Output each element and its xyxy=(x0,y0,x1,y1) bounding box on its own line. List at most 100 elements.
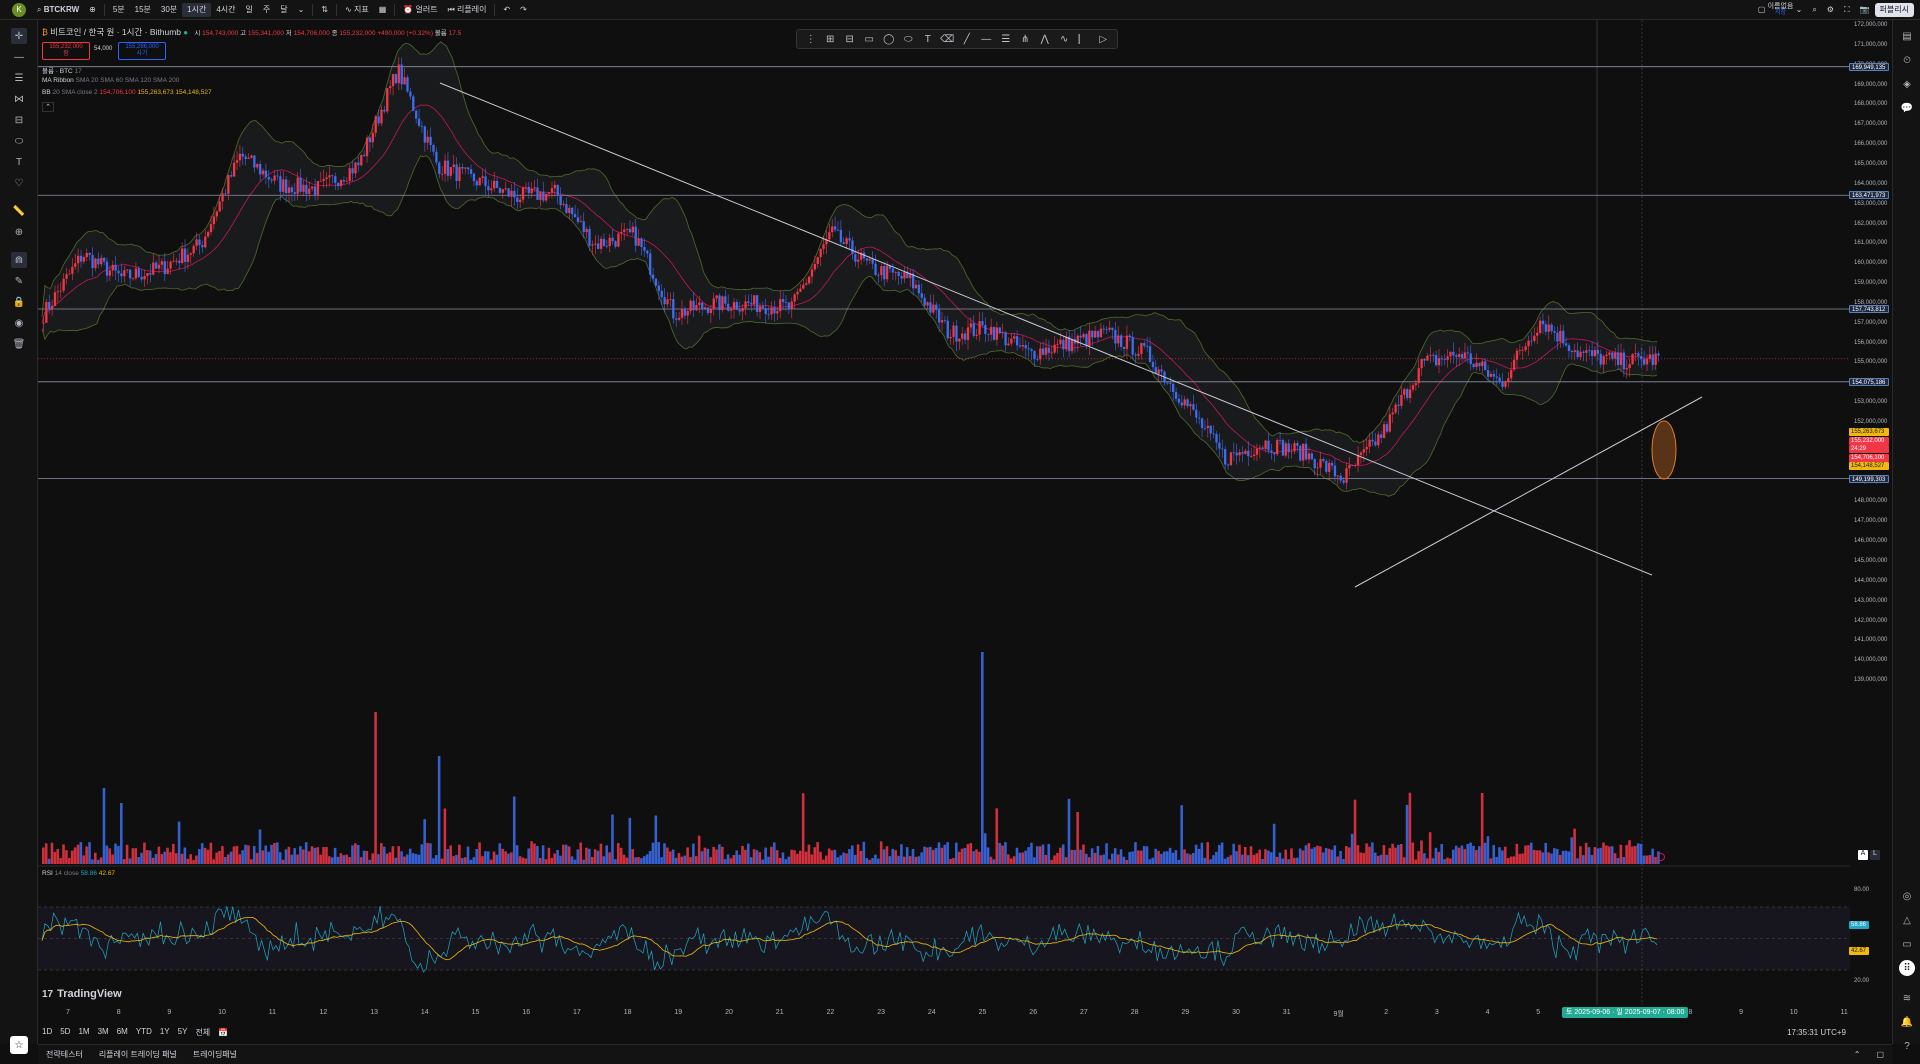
watchlist-icon[interactable]: ▤ xyxy=(1902,30,1912,42)
parallel-channel-icon[interactable]: ⊞ xyxy=(826,33,835,45)
clock[interactable]: 17:35:31 UTC+9 xyxy=(1787,1027,1846,1037)
target-icon[interactable]: ◎ xyxy=(1902,890,1912,902)
arrow-icon[interactable]: ▷ xyxy=(1099,33,1108,45)
range-4[interactable]: 6M xyxy=(116,1026,128,1036)
snapshot-button[interactable]: 📷 xyxy=(1855,0,1875,20)
ellipse-icon[interactable]: ⬭ xyxy=(903,33,913,45)
bb-legend[interactable]: BB 20 SMA close 2 154,706,100 155,263,67… xyxy=(42,89,212,96)
crosshair-icon[interactable]: ✛ xyxy=(11,28,27,44)
lock-icon[interactable]: 🔒 xyxy=(12,296,26,308)
interval-7[interactable]: 달 xyxy=(280,5,288,14)
rsi-legend[interactable]: RSI 14 close 58.86 42.67 xyxy=(42,870,115,877)
calendar-icon[interactable]: ▭ xyxy=(1902,938,1912,950)
range-3[interactable]: 3M xyxy=(97,1026,109,1036)
undo-button[interactable]: ↶ xyxy=(498,0,515,20)
range-8[interactable]: 전체 xyxy=(195,1027,211,1037)
text-icon[interactable]: T xyxy=(15,156,23,168)
auto-scale-button[interactable]: A xyxy=(1858,850,1868,860)
sell-button[interactable]: 155,232,000 팜 xyxy=(42,42,90,60)
circle-icon[interactable]: ◯ xyxy=(883,33,895,45)
interval-5[interactable]: 일 xyxy=(245,5,253,14)
heart-icon[interactable]: ♡ xyxy=(14,177,24,189)
chat-icon[interactable]: 💬 xyxy=(1900,102,1914,114)
layers-icon[interactable]: ◈ xyxy=(1903,78,1911,90)
quick-search-button[interactable]: ⌕ xyxy=(1807,0,1821,20)
date-range-icon[interactable]: 📅 xyxy=(218,1027,229,1037)
publish-button[interactable]: 퍼블리시 xyxy=(1874,2,1914,17)
pattern-icon[interactable]: ⋀ xyxy=(1040,33,1049,45)
range-5[interactable]: YTD xyxy=(135,1026,152,1036)
settings-button[interactable]: ⚙ xyxy=(1822,0,1839,20)
star-icon[interactable]: ☆ xyxy=(10,1036,28,1054)
trend-line-icon[interactable]: — xyxy=(14,51,24,63)
candle-body xyxy=(1065,336,1068,350)
redo-button[interactable]: ↷ xyxy=(515,0,532,20)
pitchfork-icon[interactable]: ⋔ xyxy=(1021,33,1030,45)
maximize-panel-icon[interactable]: ▢ xyxy=(1876,1050,1884,1059)
stay-drawing-icon[interactable]: ✎ xyxy=(14,275,24,287)
range-6[interactable]: 1Y xyxy=(159,1026,170,1036)
fullscreen-button[interactable]: ⛶ xyxy=(1839,0,1855,20)
bottom-tab-1[interactable]: 리플레이 트레이딩 패널 xyxy=(98,1050,177,1059)
compare-button[interactable]: ⊕ xyxy=(84,0,101,20)
notifications-icon[interactable]: 🔔 xyxy=(1900,1016,1914,1028)
interval-0[interactable]: 5분 xyxy=(112,5,125,14)
range-1[interactable]: 5D xyxy=(60,1026,71,1036)
interval-1[interactable]: 15분 xyxy=(134,5,151,14)
range-7[interactable]: 5Y xyxy=(177,1026,188,1036)
time-axis[interactable]: 7 8 9 10 11 12 13 14 15 16 17 18 19 20 21 22 23 24 25 26 27 2… xyxy=(38,1006,1850,1020)
indicators-button[interactable]: ∿ 지표 xyxy=(340,0,374,20)
alert-button[interactable]: ⏰ 얼러트 xyxy=(398,0,442,20)
ideas-icon[interactable]: △ xyxy=(1903,914,1911,926)
alarm-clock-icon[interactable]: ⏲ xyxy=(1903,54,1911,66)
rectangle-icon[interactable]: ▭ xyxy=(864,33,874,45)
channel-icon[interactable]: ⊟ xyxy=(845,33,854,45)
interval-4[interactable]: 4시간 xyxy=(216,5,236,14)
range-2[interactable]: 1M xyxy=(78,1026,90,1036)
pattern-icon[interactable]: ⋈ xyxy=(14,93,24,105)
projection-icon[interactable]: ⊟ xyxy=(14,114,24,126)
streams-icon[interactable]: ≋ xyxy=(1902,992,1912,1004)
fib-retracement-icon[interactable]: ☰ xyxy=(14,72,24,84)
magnet-icon[interactable]: ⋒ xyxy=(11,252,27,268)
bottom-tab-0[interactable]: 전략테스터 xyxy=(46,1050,83,1059)
drawings[interactable] xyxy=(439,82,1703,861)
interval-2[interactable]: 30분 xyxy=(160,5,178,14)
fib-icon[interactable]: ☰ xyxy=(1001,33,1011,45)
apps-icon[interactable]: ⠿ xyxy=(1899,960,1915,976)
vertical-line-icon[interactable]: ⎸ xyxy=(1078,33,1089,45)
drag-handle-icon[interactable]: ⋮ xyxy=(805,33,816,45)
horizontal-line-icon[interactable]: — xyxy=(981,33,992,45)
bottom-tab-2[interactable]: 트레이딩패널 xyxy=(192,1050,238,1059)
text-icon[interactable]: T xyxy=(924,33,931,45)
avatar[interactable]: K xyxy=(12,2,26,17)
range-0[interactable]: 1D xyxy=(42,1026,53,1036)
volume-legend[interactable]: 볼륨 · BTC 17 xyxy=(42,65,82,75)
price-axis[interactable]: 172,000,000171,000,000170,000,000169,000… xyxy=(1850,20,1892,1020)
collapse-panel-icon[interactable]: ⌃ xyxy=(1853,1050,1861,1059)
replay-button[interactable]: ⏮ 리플레이 xyxy=(443,0,492,20)
volume-bar xyxy=(1567,851,1571,864)
ruler-icon[interactable]: 📏 xyxy=(12,205,26,217)
eraser-icon[interactable]: ⌫ xyxy=(940,33,955,45)
interval-dropdown[interactable]: ⌄ xyxy=(293,0,310,20)
collapse-legend-button[interactable]: ⌃ xyxy=(42,102,54,112)
interval-6[interactable]: 주 xyxy=(262,5,271,14)
line-icon[interactable]: ╱ xyxy=(963,33,970,45)
symbol-title[interactable]: 비트코인 / 한국 원 · 1시간 · Bithumb xyxy=(50,27,182,37)
interval-3[interactable]: 1시간 xyxy=(182,2,212,17)
log-scale-button[interactable]: L xyxy=(1870,850,1880,860)
zoom-icon[interactable]: ⊕ xyxy=(14,226,24,238)
ma-ribbon-legend[interactable]: MA Ribbon SMA 20 SMA 60 SMA 120 SMA 200 xyxy=(42,77,179,84)
eye-icon[interactable]: ◉ xyxy=(14,317,24,329)
trash-icon[interactable]: 🗑 xyxy=(12,338,26,350)
elliott-wave-icon[interactable]: ∿ xyxy=(1060,33,1069,45)
help-icon[interactable]: ? xyxy=(1904,1040,1910,1052)
templates-button[interactable]: ▦ xyxy=(374,0,392,20)
layout-button[interactable]: ▢ 이름없음 저장 ⌄ xyxy=(1753,0,1808,20)
buy-button[interactable]: 155,286,000 사기 xyxy=(118,42,166,60)
brush-icon[interactable]: ⬭ xyxy=(14,135,24,147)
chart-type-button[interactable]: ⇅ xyxy=(316,0,333,20)
symbol-search[interactable]: ⌕ BTCKRW xyxy=(32,0,84,20)
